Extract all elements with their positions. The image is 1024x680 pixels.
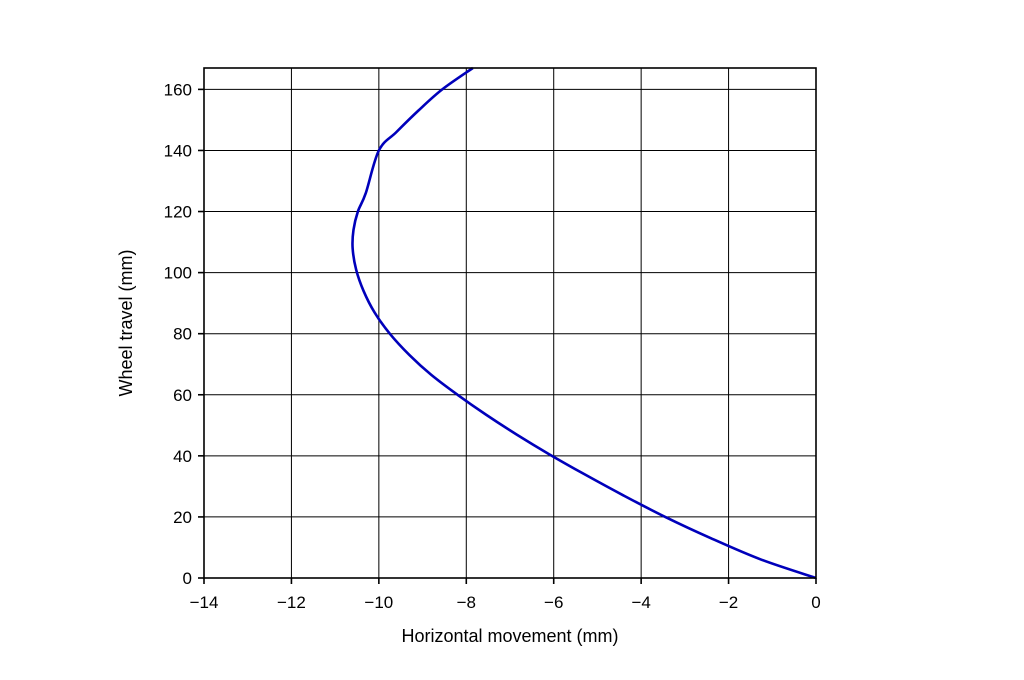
plot-frame	[203, 67, 817, 579]
y-tick-label: 40	[173, 447, 192, 466]
x-tick-labels: −14 −12 −10 −8 −6 −4 −2 0	[190, 593, 821, 612]
y-tick-label: 60	[173, 386, 192, 405]
x-tick-label: 0	[811, 593, 820, 612]
y-tick-label: 120	[164, 203, 192, 222]
y-tick-label: 20	[173, 508, 192, 527]
grid	[203, 68, 817, 579]
series-group	[351, 66, 817, 580]
y-tick-label: 0	[183, 569, 192, 588]
x-tick-label: −4	[631, 593, 650, 612]
x-axis-label: Horizontal movement (mm)	[401, 626, 618, 646]
y-tick-label: 80	[173, 325, 192, 344]
y-tick-labels: 0 20 40 60 80 100 120 140 160	[164, 80, 192, 588]
y-axis-label: Wheel travel (mm)	[116, 249, 136, 396]
x-tick-label: −8	[457, 593, 476, 612]
y-tick-label: 100	[164, 264, 192, 283]
series-line	[351, 66, 817, 580]
x-tick-label: −10	[364, 593, 393, 612]
axis-ticks	[198, 88, 817, 584]
y-tick-label: 160	[164, 80, 192, 99]
x-tick-label: −14	[190, 593, 219, 612]
x-tick-label: −12	[277, 593, 306, 612]
x-tick-label: −2	[719, 593, 738, 612]
x-tick-label: −6	[544, 593, 563, 612]
y-tick-label: 140	[164, 141, 192, 160]
